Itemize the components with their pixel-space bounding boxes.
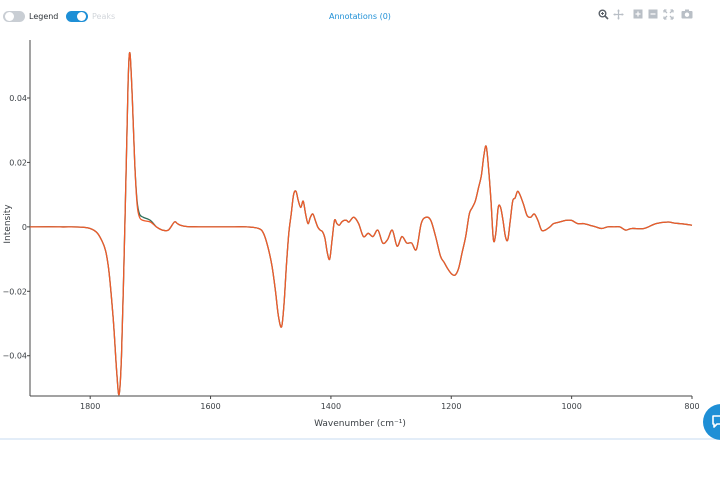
pan-icon[interactable] xyxy=(612,8,624,20)
peaks-toggle-knob xyxy=(77,12,86,21)
x-tick-label: 1800 xyxy=(80,402,100,411)
spectrum-series-line xyxy=(29,51,693,396)
y-tick-label: 0.04 xyxy=(9,94,27,103)
x-tick-label: 1200 xyxy=(441,402,461,411)
legend-toggle-label: Legend xyxy=(29,12,59,21)
y-tick-label: −0.04 xyxy=(2,352,27,361)
y-axis-title: Intensity xyxy=(3,204,13,244)
x-tick-label: 800 xyxy=(684,402,699,411)
peaks-toggle[interactable] xyxy=(66,11,88,22)
help-chat-button[interactable] xyxy=(703,404,720,440)
legend-toggle[interactable] xyxy=(3,11,25,22)
legend-toggle-knob xyxy=(5,12,14,21)
y-tick-label: 0 xyxy=(22,223,27,232)
peaks-toggle-label: Peaks xyxy=(92,12,116,21)
annotations-link[interactable]: Annotations (0) xyxy=(329,12,391,21)
spectrum-panel: Legend Peaks Annotations (0) 1800 1600 140… xyxy=(0,0,720,440)
x-tick-label: 1400 xyxy=(321,402,341,411)
chat-icon xyxy=(712,415,720,428)
camera-icon[interactable] xyxy=(681,8,693,20)
zoom-in-icon[interactable] xyxy=(632,8,644,20)
axes-layer: 1800 1600 1400 1200 1000 800 0.04 0.02 0 −0.02 −0.… xyxy=(2,40,700,411)
y-tick-label: −0.02 xyxy=(2,287,27,296)
x-axis-title: Wavenumber (cm⁻¹) xyxy=(314,419,406,429)
y-tick-label: 0.02 xyxy=(9,158,27,167)
autoscale-icon[interactable] xyxy=(662,8,674,20)
spectrum-chart[interactable]: 1800 1600 1400 1200 1000 800 0.04 0.02 0 −0.02 −0.… xyxy=(0,0,720,440)
zoom-icon[interactable] xyxy=(597,8,609,20)
chart-toolbar: Legend Peaks Annotations (0) xyxy=(0,6,720,26)
series-layer xyxy=(29,51,693,396)
zoom-out-icon[interactable] xyxy=(647,8,659,20)
x-tick-label: 1600 xyxy=(200,402,220,411)
spectrum-series-line xyxy=(29,51,693,396)
x-tick-label: 1000 xyxy=(561,402,581,411)
